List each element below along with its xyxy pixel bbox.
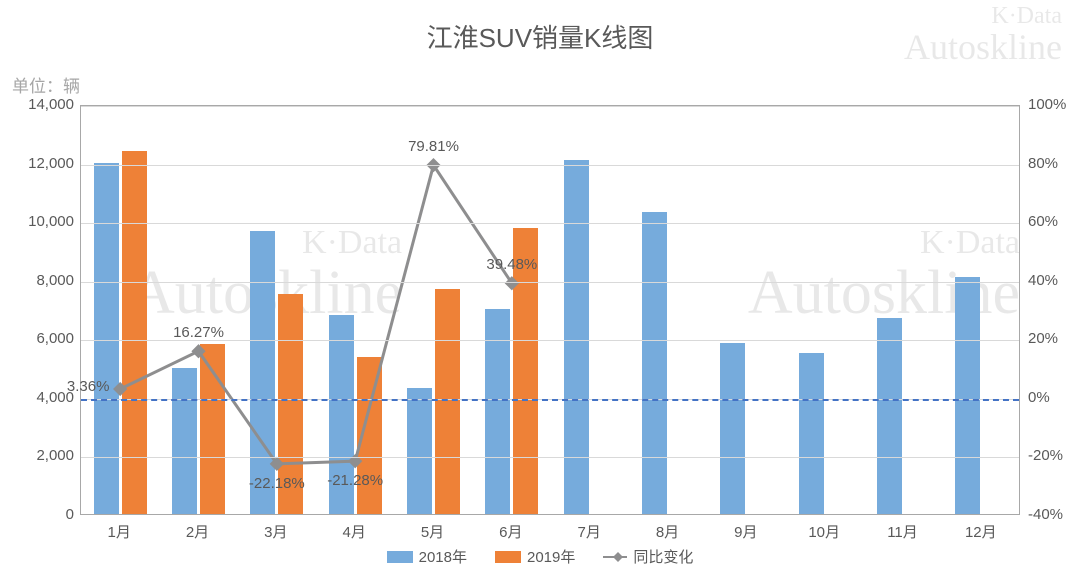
x-tick: 11月 — [863, 521, 941, 542]
legend-item-2019: 2019年 — [495, 546, 575, 567]
x-tick: 12月 — [942, 521, 1020, 542]
legend-label-yoy: 同比变化 — [633, 546, 693, 567]
y-left-tick: 8,000 — [14, 272, 74, 289]
y-left-tick: 2,000 — [14, 447, 74, 464]
y-left-tick: 0 — [14, 506, 74, 523]
x-tick: 4月 — [315, 521, 393, 542]
y-left-tick: 4,000 — [14, 389, 74, 406]
y-left-tick: 14,000 — [14, 96, 74, 113]
y-left-tick: 12,000 — [14, 155, 74, 172]
y-right-tick: 80% — [1028, 155, 1058, 172]
x-tick: 6月 — [472, 521, 550, 542]
y-right-tick: 40% — [1028, 272, 1058, 289]
y-right-tick: -40% — [1028, 506, 1063, 523]
x-tick: 5月 — [393, 521, 471, 542]
data-label: 16.27% — [173, 324, 224, 341]
data-label: -22.18% — [249, 475, 305, 492]
x-tick: 10月 — [785, 521, 863, 542]
legend-swatch-yoy — [603, 552, 627, 562]
x-tick: 9月 — [707, 521, 785, 542]
legend-swatch-2019 — [495, 551, 521, 563]
x-tick: 2月 — [158, 521, 236, 542]
chart-title: 江淮SUV销量K线图 — [0, 18, 1080, 55]
x-tick: 1月 — [80, 521, 158, 542]
legend-item-2018: 2018年 — [387, 546, 467, 567]
y-right-tick: 0% — [1028, 389, 1050, 406]
y-right-tick: -20% — [1028, 447, 1063, 464]
data-labels-layer: 3.36%16.27%-22.18%-21.28%79.81%39.48% — [81, 106, 1019, 514]
y-axis-unit: 单位：辆 — [12, 72, 80, 97]
plot-area: 3.36%16.27%-22.18%-21.28%79.81%39.48% — [80, 105, 1020, 515]
y-right-tick: 20% — [1028, 330, 1058, 347]
y-right-tick: 100% — [1028, 96, 1066, 113]
y-left-tick: 10,000 — [14, 213, 74, 230]
legend-item-yoy: 同比变化 — [603, 546, 693, 567]
y-left-tick: 6,000 — [14, 330, 74, 347]
x-tick: 3月 — [237, 521, 315, 542]
x-tick: 8月 — [628, 521, 706, 542]
legend-label-2018: 2018年 — [419, 546, 467, 567]
y-right-tick: 60% — [1028, 213, 1058, 230]
legend: 2018年 2019年 同比变化 — [0, 546, 1080, 567]
data-label: 79.81% — [408, 138, 459, 155]
legend-swatch-2018 — [387, 551, 413, 563]
chart-container: 江淮SUV销量K线图 单位：辆 K·DataAutoskline K·DataA… — [0, 0, 1080, 583]
legend-label-2019: 2019年 — [527, 546, 575, 567]
data-label: 39.48% — [486, 256, 537, 273]
data-label: -21.28% — [327, 472, 383, 489]
x-tick: 7月 — [550, 521, 628, 542]
